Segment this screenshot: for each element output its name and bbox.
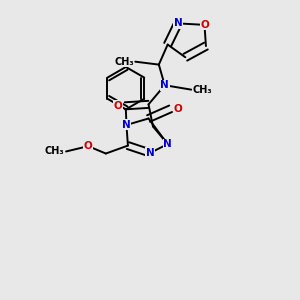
Text: N: N bbox=[163, 139, 172, 149]
Text: N: N bbox=[122, 120, 131, 130]
Text: O: O bbox=[200, 20, 209, 30]
Text: N: N bbox=[160, 80, 169, 90]
Text: O: O bbox=[113, 101, 122, 111]
Text: CH₃: CH₃ bbox=[44, 146, 64, 157]
Text: CH₃: CH₃ bbox=[193, 85, 212, 94]
Text: O: O bbox=[174, 104, 182, 114]
Text: N: N bbox=[146, 148, 154, 158]
Text: CH₃: CH₃ bbox=[114, 57, 134, 67]
Text: N: N bbox=[174, 18, 182, 28]
Text: O: O bbox=[84, 141, 92, 151]
